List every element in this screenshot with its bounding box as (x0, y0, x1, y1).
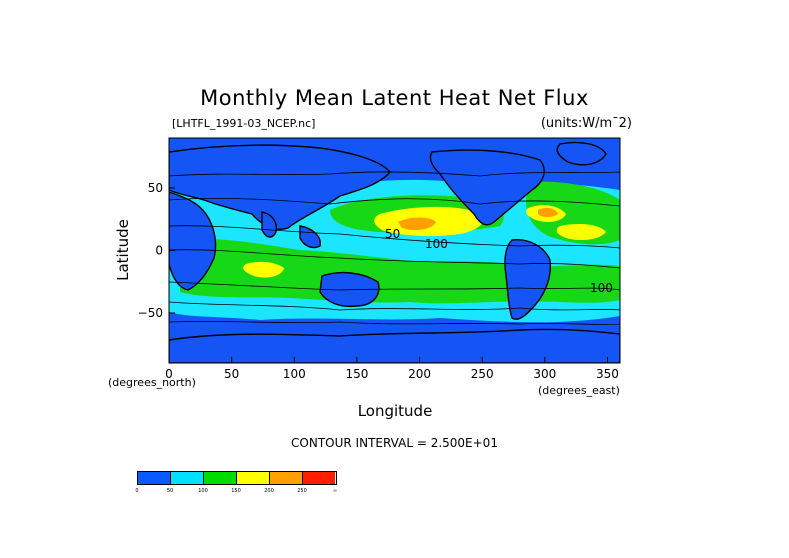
y-tick-label: 0 (155, 244, 163, 258)
flux-250-north-pacific-core (398, 217, 436, 230)
contour-line (169, 197, 620, 207)
colorbar-level-label: 200 (264, 488, 274, 494)
y-tick-label: 50 (148, 181, 163, 195)
contour-line (169, 281, 620, 291)
y-tick-label: −50 (138, 306, 163, 320)
x-tick-label: 200 (408, 367, 431, 381)
flux-200-south-indian (243, 261, 284, 278)
southeast-asia (299, 225, 321, 249)
colorbar-level-label: 50 (166, 488, 174, 494)
colorbar-swatch (137, 471, 170, 485)
colorbar-level-label: 0 (135, 488, 139, 494)
contour-label-50: 50 (385, 227, 400, 241)
greenland (556, 141, 607, 166)
units-label: (units:W/m¯2) (540, 116, 632, 131)
x-tick-label: 0 (165, 367, 173, 381)
colorbar-level-label: 150 (231, 488, 241, 494)
continents (169, 141, 620, 363)
colorbar-swatch (269, 471, 302, 485)
colorbar-swatch (302, 471, 335, 485)
antarctica (169, 328, 620, 363)
flux-map-area (169, 138, 620, 363)
colorbar-swatch (203, 471, 236, 485)
contour-line (169, 225, 620, 249)
contour-label-100: 100 (425, 237, 448, 251)
contour-line (169, 171, 620, 177)
africa (169, 191, 217, 291)
colorbar-level-label: 250 (297, 488, 307, 494)
x-axis-unit-label: (degrees_east) (538, 384, 620, 397)
x-tick-label: 100 (283, 367, 306, 381)
y-axis-title: Latitude (114, 219, 132, 281)
colorbar-level-label: ∞ (332, 488, 338, 494)
x-axis-title: Longitude (358, 402, 433, 420)
x-tick-label: 350 (596, 367, 619, 381)
contour-label-100: 100 (590, 281, 613, 295)
flux-200-caribbean (556, 224, 606, 240)
y-axis-ticks: −50 0 50 (138, 181, 175, 320)
south-america (504, 239, 552, 320)
colorbar-labels: 0 50 100 150 200 250 ∞ (135, 488, 347, 496)
colorbar-swatch (236, 471, 269, 485)
y-axis-unit-label: (degrees_north) (108, 376, 196, 389)
colorbar-level-label: 100 (198, 488, 208, 494)
contour-lines (169, 171, 620, 325)
colorbar (137, 471, 335, 485)
x-tick-label: 150 (345, 367, 368, 381)
flux-250-north-atlantic-core (538, 207, 558, 217)
x-tick-label: 50 (224, 367, 239, 381)
contour-line (169, 321, 620, 325)
x-axis-ticks: 0 50 100 150 200 250 300 350 (165, 357, 619, 381)
x-tick-label: 250 (471, 367, 494, 381)
dataset-filename: [LHTFL_1991-03_NCEP.nc] (172, 117, 316, 130)
x-tick-label: 300 (533, 367, 556, 381)
contour-line (169, 301, 620, 311)
indian-subcontinent (261, 211, 278, 238)
eurasia (169, 144, 391, 230)
contour-interval-note: CONTOUR INTERVAL = 2.500E+01 (291, 436, 498, 450)
colorbar-swatch (170, 471, 203, 485)
north-america (429, 149, 545, 226)
chart-title: Monthly Mean Latent Heat Net Flux (200, 86, 589, 110)
contour-line (169, 249, 620, 269)
